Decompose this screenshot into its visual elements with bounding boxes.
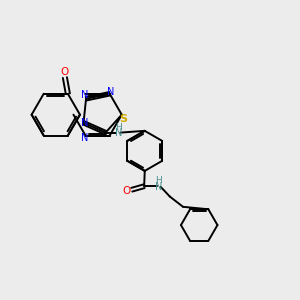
Text: H: H	[115, 123, 122, 132]
Text: N: N	[82, 90, 89, 100]
Text: N: N	[106, 87, 114, 97]
Text: H: H	[155, 176, 162, 185]
Text: N: N	[154, 182, 162, 192]
Text: O: O	[122, 186, 130, 196]
Text: N: N	[81, 133, 88, 143]
Text: O: O	[61, 67, 69, 77]
Text: N: N	[115, 128, 122, 138]
Text: S: S	[119, 114, 127, 124]
Text: N: N	[81, 118, 89, 128]
